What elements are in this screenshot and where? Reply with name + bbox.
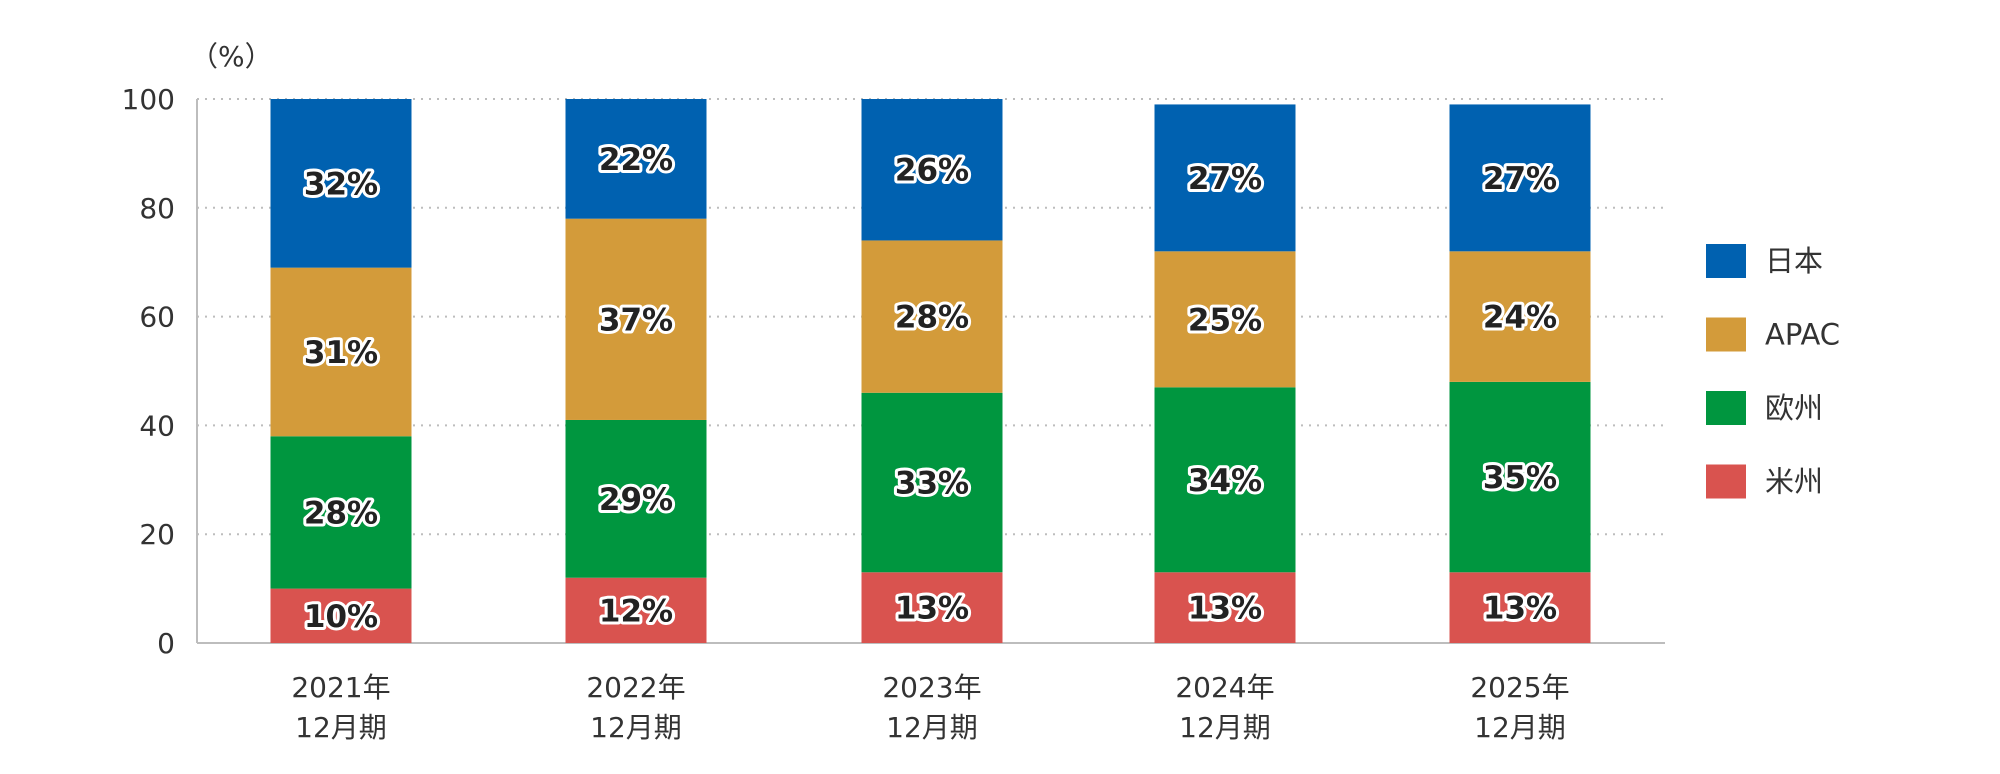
y-tick-label: 60 (139, 301, 175, 334)
data-label: 22% (599, 142, 673, 178)
x-tick-label: 12月期 (295, 711, 387, 744)
legend-swatch (1706, 317, 1746, 352)
bar-segment (565, 99, 707, 219)
bar-segment (861, 240, 1003, 393)
x-tick-label: 12月期 (886, 711, 978, 744)
bar-segment (565, 577, 707, 643)
legend-label: 米州 (1765, 465, 1823, 499)
x-tick-label: 2024年 (1175, 671, 1274, 704)
bar-segment (861, 572, 1003, 643)
data-label: 13% (1483, 591, 1557, 627)
x-axis: 2021年 12月期 2022年 12月期 2023年 12月期 2024年 12月期 2025… (291, 671, 1569, 744)
data-label: 12% (599, 593, 673, 629)
bar-segment (1154, 251, 1296, 388)
data-label: 35% (1483, 460, 1557, 496)
y-tick-label: 80 (139, 192, 175, 225)
bar-segment (1449, 572, 1591, 643)
x-tick-label: 12月期 (590, 711, 682, 744)
legend-swatch (1706, 244, 1746, 278)
data-label: 31% (304, 335, 378, 371)
bar-segment (1154, 104, 1296, 252)
bar-segment (565, 419, 707, 578)
data-labels: 10% 28% 31% 32% 12% 29% 37% 22% 13% 33% 28% 26% 13% 3… (301, 139, 1560, 638)
y-tick-label: 40 (139, 409, 175, 442)
x-tick-label: 2022年 (586, 671, 685, 704)
data-label: 29% (599, 482, 673, 518)
y-unit-label: （%） (190, 40, 273, 73)
data-label: 13% (1188, 591, 1262, 627)
bar-segment (270, 99, 412, 268)
x-tick-label: 2021年 (291, 671, 390, 704)
bar-segment (1449, 104, 1591, 252)
bar-segment (565, 218, 707, 420)
bar-segment (270, 588, 412, 643)
data-label: 32% (304, 166, 378, 202)
y-tick-label: 0 (157, 627, 175, 660)
data-label: 25% (1188, 302, 1262, 338)
bar-segment (861, 99, 1003, 241)
x-tick-label: 2023年 (882, 671, 981, 704)
data-label: 28% (895, 300, 969, 336)
data-label: 13% (895, 591, 969, 627)
bar-segment (861, 392, 1003, 573)
legend-swatch (1706, 391, 1746, 425)
y-tick-label: 100 (122, 83, 175, 116)
legend-swatch (1706, 464, 1746, 499)
x-tick-label: 12月期 (1179, 711, 1271, 744)
data-label: 34% (1188, 463, 1262, 499)
bar-segment (1449, 381, 1591, 573)
y-tick-label: 20 (139, 518, 175, 551)
bar-segment (1154, 387, 1296, 573)
legend-label: 欧州 (1765, 391, 1823, 425)
legend-label: APAC (1765, 318, 1840, 352)
bar-segment (1154, 572, 1296, 643)
data-label: 27% (1188, 161, 1262, 197)
data-label: 33% (895, 466, 969, 502)
data-label: 10% (304, 599, 378, 635)
legend-label: 日本 (1765, 244, 1823, 278)
bar-segment (270, 436, 412, 589)
x-tick-label: 12月期 (1474, 711, 1566, 744)
data-label: 27% (1483, 161, 1557, 197)
x-tick-label: 2025年 (1470, 671, 1569, 704)
bar-segment (270, 267, 412, 437)
data-label: 26% (895, 153, 969, 189)
bar-segment (1449, 251, 1591, 382)
data-label: 28% (304, 495, 378, 531)
bars (270, 99, 1591, 643)
data-label: 24% (1483, 300, 1557, 336)
data-label: 37% (599, 302, 673, 338)
